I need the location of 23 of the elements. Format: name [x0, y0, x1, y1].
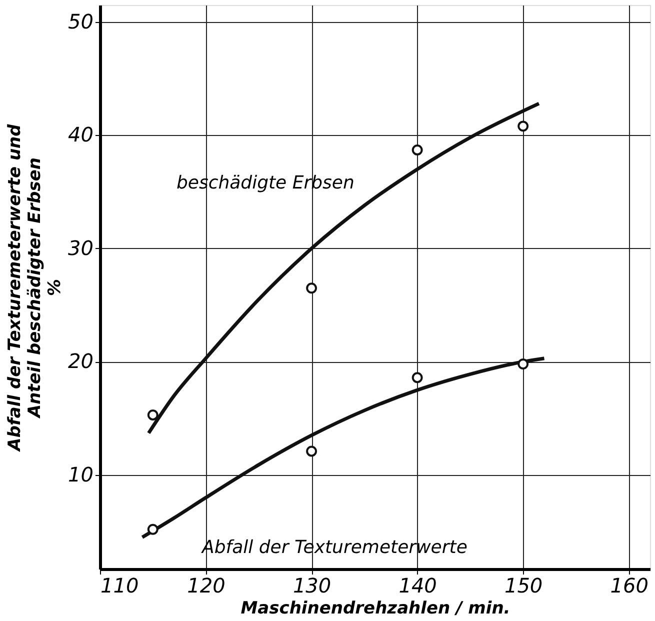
point	[412, 144, 423, 156]
point	[412, 372, 423, 384]
point	[306, 282, 318, 294]
point	[518, 120, 529, 132]
y-axis-title: Abfall der Texturemeterwerte und Anteil beschädigter Erbsen %	[5, 123, 66, 453]
y-tick-label: 20	[68, 349, 94, 374]
y-tick-label: 40	[68, 122, 94, 147]
x-tick-label: 140	[398, 574, 437, 598]
point	[518, 358, 529, 370]
y-tick-label: 50	[68, 9, 94, 34]
line-series	[146, 102, 541, 435]
x-tick-label: 160	[610, 574, 648, 598]
point	[147, 410, 158, 420]
point	[147, 524, 158, 535]
x-tick-label: 110	[100, 574, 139, 598]
x-tick-label: 130	[292, 574, 332, 598]
x-tick-label: 120	[187, 574, 226, 598]
y-tick-label: 30	[68, 236, 94, 260]
point	[306, 446, 318, 457]
x-tick-label: 150	[504, 574, 543, 598]
x-axis-title: Maschinendrehzahlen / min.	[240, 598, 510, 618]
line-series	[140, 356, 546, 540]
y-tick-label: 10	[68, 462, 94, 486]
